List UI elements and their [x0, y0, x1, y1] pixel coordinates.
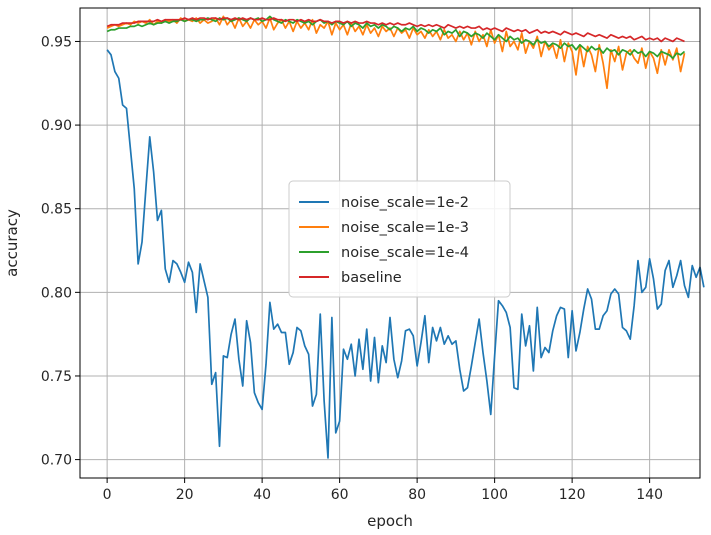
x-tick-label: 0	[103, 487, 112, 503]
y-tick-label: 0.90	[41, 118, 72, 134]
series-line-1	[106, 49, 705, 459]
x-tick-label: 20	[176, 487, 194, 503]
legend-label: noise_scale=1e-4	[341, 245, 469, 261]
x-tick-label: 140	[636, 487, 663, 503]
legend-label: noise_scale=1e-3	[341, 220, 469, 236]
legend-box	[288, 180, 511, 298]
x-tick-label: 60	[331, 487, 349, 503]
axis-ticks: 0 20 40 60 80 100 120 140 0.70 0.75 0.80 0.85 0.90 0.…	[41, 34, 663, 503]
y-tick-label: 0.85	[41, 202, 72, 218]
x-axis-label: epoch	[367, 512, 413, 530]
y-tick-label: 0.70	[41, 453, 72, 469]
legend: noise_scale=1e-2 noise_scale=1e-3 noise_sc…	[288, 180, 511, 298]
x-tick-label: 120	[559, 487, 586, 503]
series-layer	[106, 15, 705, 459]
series-line-3	[106, 15, 686, 60]
x-tick-label: 100	[481, 487, 508, 503]
plot-frame	[79, 7, 701, 479]
y-tick-label: 0.95	[41, 34, 72, 50]
y-tick-label: 0.75	[41, 369, 72, 385]
legend-label: baseline	[341, 270, 402, 286]
x-tick-label: 40	[253, 487, 271, 503]
legend-label: noise_scale=1e-2	[341, 195, 469, 211]
y-tick-label: 0.80	[41, 285, 72, 301]
series-line-4	[106, 17, 685, 43]
y-axis-label: accuracy	[3, 209, 21, 277]
x-tick-label: 80	[408, 487, 426, 503]
